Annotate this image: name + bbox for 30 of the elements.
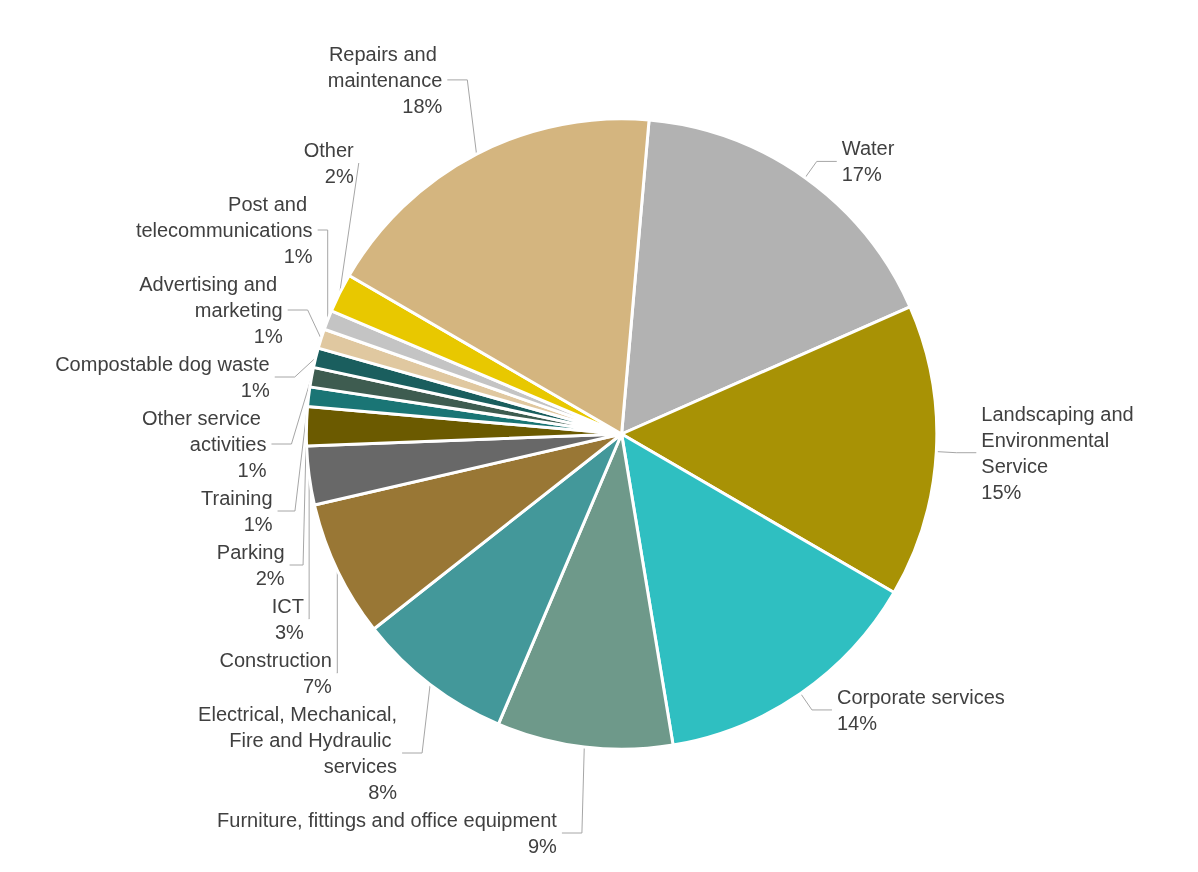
data-label: 1% xyxy=(237,459,267,481)
data-label: 14% xyxy=(836,711,878,734)
slice-label: Post and telecommunications xyxy=(135,193,313,241)
data-label: 17% xyxy=(841,163,882,186)
data-label: 9% xyxy=(528,835,558,857)
data-label: 18% xyxy=(402,94,443,117)
slice-label: Parking xyxy=(216,541,285,563)
slice-label: Repairs and maintenance xyxy=(327,42,443,91)
slice-label: Training xyxy=(201,487,273,509)
data-label: 15% xyxy=(981,480,1022,503)
data-label: 2% xyxy=(255,567,285,589)
data-label: 1% xyxy=(240,379,270,401)
data-label: 1% xyxy=(243,513,273,535)
data-label: 2% xyxy=(324,165,354,187)
slice-label: ICT xyxy=(271,595,304,617)
slice-label: Water xyxy=(841,137,895,160)
slice-label: Landscaping and Environmental Service xyxy=(981,402,1140,477)
data-label: 1% xyxy=(253,325,283,347)
slice-label: Corporate services xyxy=(836,685,1005,708)
slice-label: Other xyxy=(303,139,355,161)
data-label: 1% xyxy=(283,245,313,267)
slice-label: Furniture, fittings and office equipment xyxy=(217,809,558,831)
data-label: 7% xyxy=(302,675,333,697)
data-label: 8% xyxy=(368,781,398,803)
slice-label: Compostable dog waste xyxy=(55,353,270,375)
slice-label: Construction xyxy=(219,649,332,671)
slice-label: Electrical, Mechanical, Fire and Hydraulic services xyxy=(198,703,398,777)
slice-label: Other service activities xyxy=(141,407,267,455)
slice-label: Advertising and marketing xyxy=(139,273,283,321)
data-label: 3% xyxy=(274,621,305,643)
